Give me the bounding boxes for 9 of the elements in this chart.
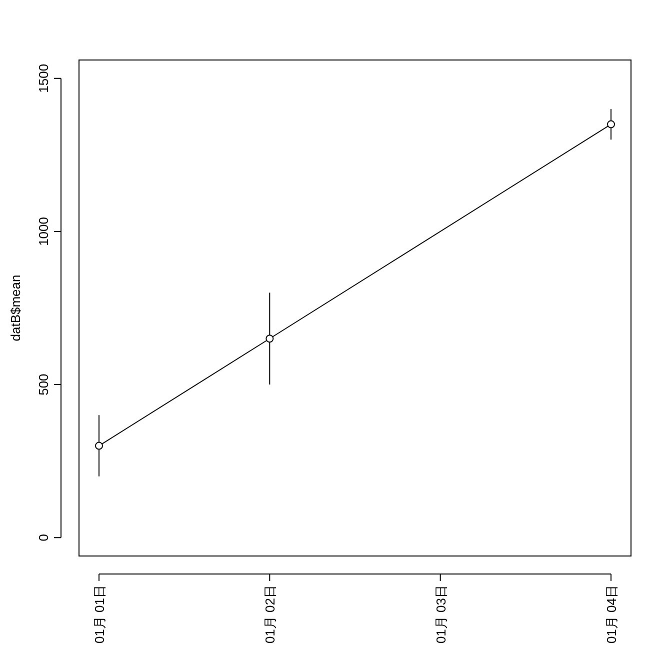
ytick: 500 (36, 374, 51, 396)
xtick: 01月 02日 (262, 585, 278, 644)
ytick: 0 (36, 534, 51, 542)
xtick: 01月 01日 (92, 585, 107, 644)
ytick: 1500 (36, 64, 51, 93)
xtick: 01月 04日 (604, 585, 619, 644)
xtick: 01月 03日 (433, 585, 448, 644)
ylabel: datB$mean (8, 274, 23, 342)
ytick: 1000 (36, 217, 51, 246)
